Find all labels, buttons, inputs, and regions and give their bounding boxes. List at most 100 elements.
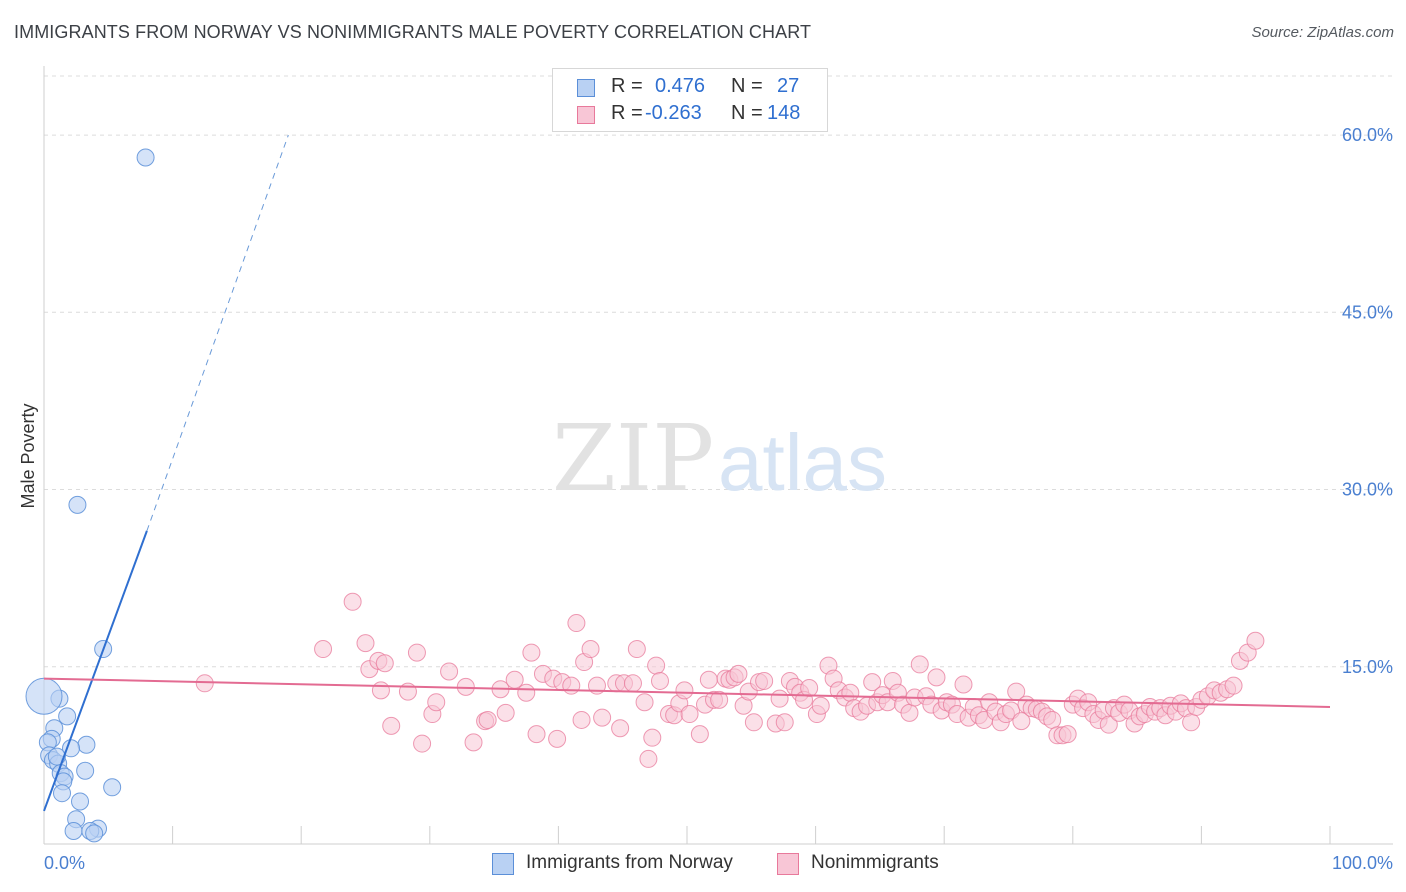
y-tick-label: 45.0% (1342, 302, 1393, 322)
data-point-nonimmigrants (863, 673, 882, 692)
data-point-nonimmigrants (581, 640, 600, 659)
chart-title: IMMIGRANTS FROM NORWAY VS NONIMMIGRANTS … (14, 22, 812, 42)
data-point-nonimmigrants (440, 662, 459, 681)
data-point-norway (77, 735, 96, 754)
data-point-nonimmigrants (407, 643, 426, 662)
data-point-norway (103, 778, 122, 797)
data-point-nonimmigrants (643, 728, 662, 747)
data-point-norway (68, 495, 87, 514)
source-credit: Source: ZipAtlas.com (1251, 24, 1394, 41)
data-point-norway (53, 784, 72, 803)
data-point-nonimmigrants (699, 670, 718, 689)
data-point-nonimmigrants (517, 683, 536, 702)
data-point-nonimmigrants (505, 670, 524, 689)
series-legend: Immigrants from Norway Nonimmigrants (0, 851, 1406, 879)
legend-n-value: 148 (767, 102, 801, 124)
legend-n-label: N = (731, 102, 763, 124)
legend-label-norway: Immigrants from Norway (526, 852, 733, 873)
data-point-nonimmigrants (1099, 715, 1118, 734)
y-tick-label: 60.0% (1342, 125, 1393, 145)
legend-swatch-norway (492, 853, 514, 875)
data-point-nonimmigrants (927, 668, 946, 687)
data-point-nonimmigrants (562, 676, 581, 695)
x-tick-label-min: 0.0% (44, 853, 85, 873)
data-point-nonimmigrants (593, 708, 612, 727)
data-point-nonimmigrants (841, 683, 860, 702)
x-tick-label-max: 100.0% (1332, 853, 1393, 873)
data-point-nonimmigrants (744, 713, 763, 732)
watermark-zip: ZIP (552, 405, 714, 512)
data-point-nonimmigrants (1058, 725, 1077, 744)
data-point-nonimmigrants (623, 674, 642, 693)
data-point-nonimmigrants (755, 671, 774, 690)
data-point-nonimmigrants (729, 664, 748, 683)
legend-swatch-norway (577, 79, 595, 97)
data-point-nonimmigrants (611, 719, 630, 738)
trend-line-nonimmigrants (43, 677, 1331, 708)
data-point-nonimmigrants (548, 729, 567, 748)
correlation-legend: R = 0.476 N = 27 R = -0.263 N = 148 (552, 68, 828, 132)
data-point-nonimmigrants (910, 655, 929, 674)
data-point-nonimmigrants (527, 725, 546, 744)
trend-lines (43, 134, 1331, 812)
legend-n-value: 27 (777, 75, 800, 97)
data-point-nonimmigrants (478, 710, 497, 729)
data-point-nonimmigrants (800, 679, 819, 698)
legend-n-label: N = (731, 75, 763, 97)
data-point-nonimmigrants (811, 696, 830, 715)
data-point-nonimmigrants (627, 640, 646, 659)
data-point-nonimmigrants (1182, 713, 1201, 732)
watermark-atlas: atlas (718, 418, 887, 507)
data-point-nonimmigrants (690, 725, 709, 744)
data-point-nonimmigrants (770, 689, 789, 708)
data-point-nonimmigrants (195, 674, 214, 693)
data-point-norway (58, 707, 77, 726)
data-point-nonimmigrants (1012, 712, 1031, 731)
data-point-nonimmigrants (635, 693, 654, 712)
data-point-nonimmigrants (413, 734, 432, 753)
trend-line-norway-extension (146, 134, 289, 532)
data-point-nonimmigrants (572, 710, 591, 729)
data-point-nonimmigrants (382, 716, 401, 735)
data-point-nonimmigrants (371, 681, 390, 700)
data-point-nonimmigrants (314, 640, 333, 659)
legend-swatch-nonimmigrants (577, 106, 595, 124)
data-point-norway (25, 677, 63, 715)
y-axis-label: Male Poverty (18, 403, 38, 508)
y-tick-label: 15.0% (1342, 657, 1393, 677)
data-point-nonimmigrants (496, 703, 515, 722)
data-point-nonimmigrants (375, 654, 394, 673)
data-point-norway (85, 824, 104, 843)
data-point-nonimmigrants (427, 693, 446, 712)
data-point-norway (71, 792, 90, 811)
zipatlas-watermark: ZIP atlas (552, 405, 887, 512)
y-tick-label: 30.0% (1342, 480, 1393, 500)
legend-r-label: R = (611, 102, 643, 124)
data-point-nonimmigrants (1224, 676, 1243, 695)
data-point-norway (47, 747, 66, 766)
data-point-nonimmigrants (1246, 631, 1265, 650)
data-point-nonimmigrants (464, 733, 483, 752)
data-point-nonimmigrants (680, 705, 699, 724)
data-point-norway (76, 761, 95, 780)
data-point-nonimmigrants (675, 681, 694, 700)
data-point-nonimmigrants (710, 690, 729, 709)
legend-r-value: 0.476 (655, 75, 706, 97)
legend-swatch-nonimmigrants (777, 853, 799, 875)
data-point-nonimmigrants (522, 643, 541, 662)
data-point-nonimmigrants (639, 749, 658, 768)
legend-row-norway: R = 0.476 N = 27 (553, 75, 827, 101)
data-point-nonimmigrants (647, 656, 666, 675)
data-point-norway (64, 822, 83, 841)
data-point-nonimmigrants (356, 634, 375, 653)
series-nonimmigrants (195, 592, 1265, 768)
data-point-nonimmigrants (567, 614, 586, 633)
legend-r-label: R = (611, 75, 643, 97)
legend-row-nonimmigrants: R = -0.263 N = 148 (553, 102, 827, 128)
data-point-nonimmigrants (650, 671, 669, 690)
legend-r-value: -0.263 (645, 102, 702, 124)
data-point-nonimmigrants (900, 703, 919, 722)
grid-lines (44, 75, 1393, 668)
series-immigrants-from-norway (25, 148, 155, 843)
